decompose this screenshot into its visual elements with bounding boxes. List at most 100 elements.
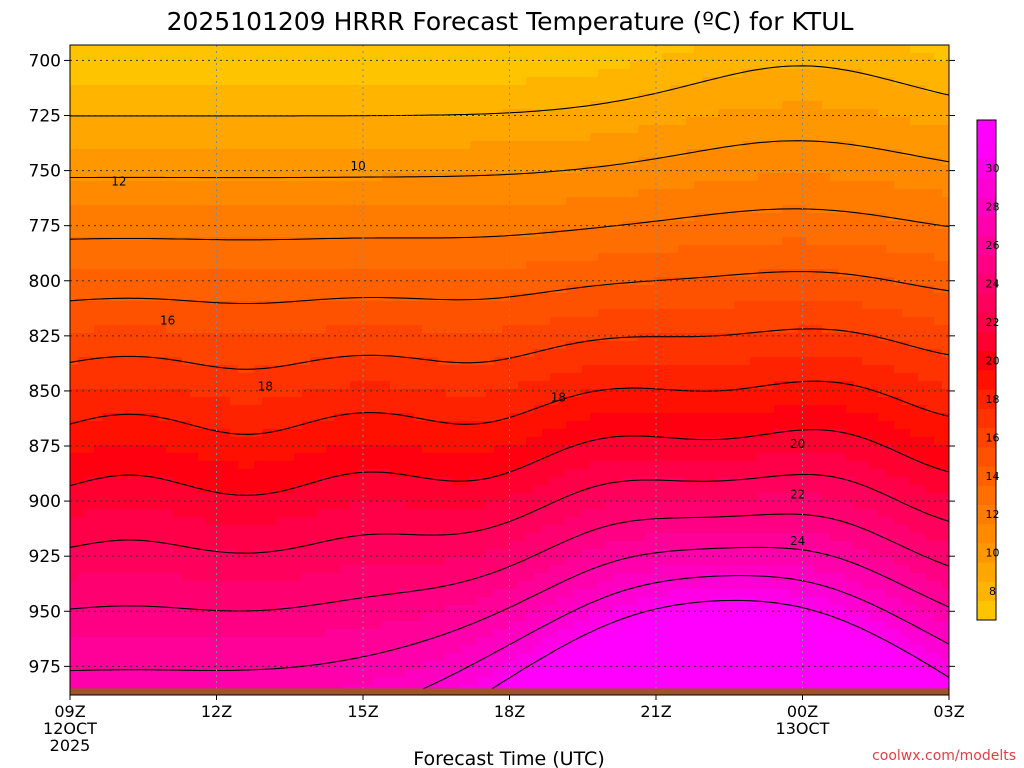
field-cell [94, 285, 103, 294]
field-cell [126, 93, 135, 102]
field-cell [390, 69, 399, 78]
field-cell [142, 61, 151, 70]
field-cell [246, 589, 255, 598]
field-cell [542, 573, 551, 582]
field-cell [318, 493, 327, 502]
field-cell [502, 69, 511, 78]
field-cell [518, 117, 527, 126]
field-cell [182, 485, 191, 494]
field-cell [478, 421, 487, 430]
field-cell [510, 461, 519, 470]
field-cell [198, 317, 207, 326]
field-cell [158, 365, 167, 374]
field-cell [446, 165, 455, 174]
field-cell [526, 381, 535, 390]
field-cell [286, 573, 295, 582]
field-cell [534, 437, 543, 446]
field-cell [494, 285, 503, 294]
field-cell [70, 525, 79, 534]
field-cell [294, 77, 303, 86]
field-cell [462, 493, 471, 502]
field-cell [302, 245, 311, 254]
field-cell [278, 133, 287, 142]
field-cell [382, 397, 391, 406]
field-cell [510, 589, 519, 598]
field-cell [166, 245, 175, 254]
field-cell [318, 613, 327, 622]
field-cell [118, 69, 127, 78]
field-cell [470, 213, 479, 222]
field-cell [118, 45, 127, 54]
field-cell [206, 309, 215, 318]
field-cell [150, 605, 159, 614]
field-cell [550, 341, 559, 350]
field-cell [302, 157, 311, 166]
field-cell [198, 53, 207, 62]
field-cell [398, 69, 407, 78]
field-cell [310, 437, 319, 446]
field-cell [78, 205, 87, 214]
field-cell [286, 565, 295, 574]
field-cell [382, 365, 391, 374]
field-cell [374, 373, 383, 382]
field-cell [398, 669, 407, 678]
field-cell [422, 341, 431, 350]
field-cell [542, 125, 551, 134]
field-cell [462, 485, 471, 494]
field-cell [542, 93, 551, 102]
field-cell [510, 509, 519, 518]
field-cell [262, 213, 271, 222]
field-cell [182, 389, 191, 398]
field-cell [342, 501, 351, 510]
field-cell [110, 677, 119, 686]
field-cell [222, 245, 231, 254]
field-cell [494, 589, 503, 598]
field-cell [174, 101, 183, 110]
field-cell [110, 45, 119, 54]
field-cell [374, 221, 383, 230]
field-cell [182, 429, 191, 438]
field-cell [366, 645, 375, 654]
field-cell [486, 501, 495, 510]
field-cell [190, 45, 199, 54]
field-cell [366, 373, 375, 382]
field-cell [102, 485, 111, 494]
field-cell [342, 245, 351, 254]
field-cell [142, 429, 151, 438]
field-cell [126, 149, 135, 158]
field-cell [542, 525, 551, 534]
field-cell [150, 117, 159, 126]
field-cell [86, 181, 95, 190]
field-cell [230, 637, 239, 646]
field-cell [414, 621, 423, 630]
field-cell [94, 269, 103, 278]
field-cell [526, 373, 535, 382]
field-cell [166, 101, 175, 110]
field-cell [430, 653, 439, 662]
field-cell [342, 285, 351, 294]
field-cell [190, 277, 199, 286]
field-cell [542, 237, 551, 246]
field-cell [414, 549, 423, 558]
field-cell [222, 181, 231, 190]
field-cell [262, 253, 271, 262]
field-cell [94, 149, 103, 158]
field-cell [286, 333, 295, 342]
field-cell [358, 637, 367, 646]
field-cell [230, 661, 239, 670]
field-cell [206, 397, 215, 406]
field-cell [414, 165, 423, 174]
field-cell [318, 189, 327, 198]
field-cell [214, 45, 223, 54]
field-cell [158, 309, 167, 318]
field-cell [118, 605, 127, 614]
field-cell [470, 389, 479, 398]
field-cell [230, 157, 239, 166]
field-cell [550, 557, 559, 566]
field-cell [214, 629, 223, 638]
field-cell [230, 413, 239, 422]
field-cell [534, 557, 543, 566]
field-cell [134, 197, 143, 206]
field-cell [294, 189, 303, 198]
field-cell [326, 165, 335, 174]
